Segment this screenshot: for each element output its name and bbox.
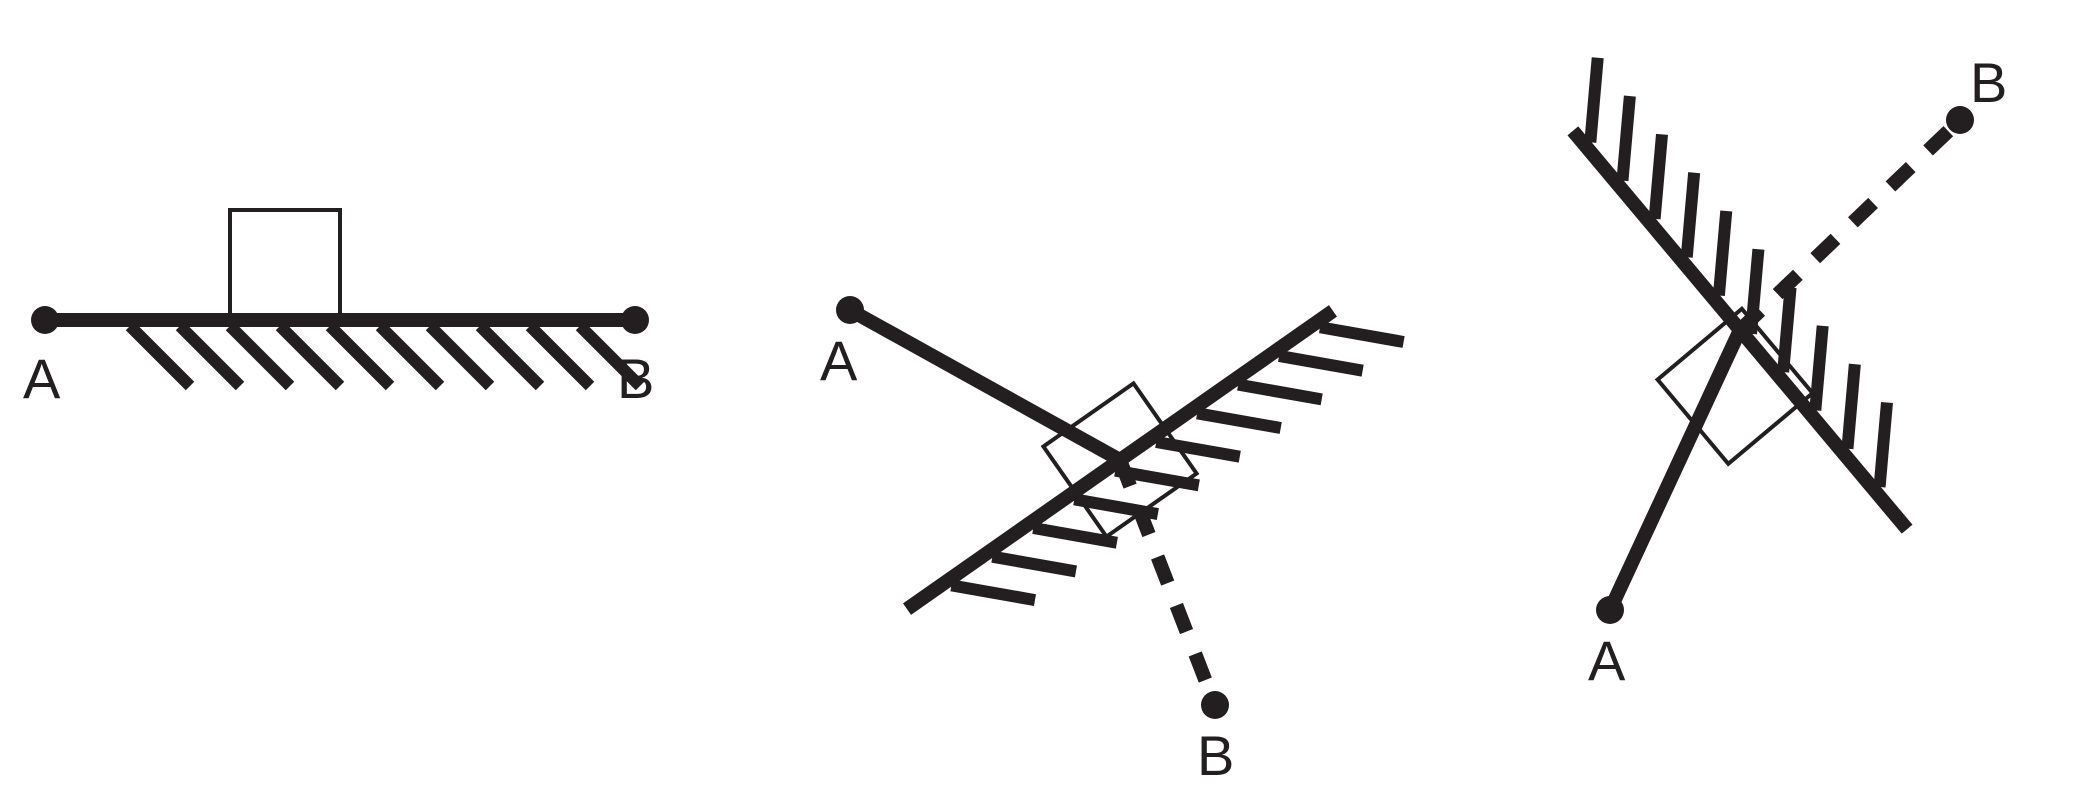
point-a-point: [31, 306, 59, 334]
image-ray: [1740, 120, 1960, 330]
incident-ray: [850, 310, 1120, 460]
point-b-point: [621, 306, 649, 334]
point-a-label: A: [23, 347, 61, 410]
mirror: [907, 288, 1404, 663]
point-a-point: [836, 296, 864, 324]
point-a-point: [1596, 596, 1624, 624]
point-b-label: B: [1970, 51, 2007, 114]
right-angle-square: [230, 210, 340, 320]
point-a-label: A: [1588, 629, 1626, 692]
point-b-label: B: [617, 347, 654, 410]
incident-ray: [1610, 330, 1740, 610]
mirror-line: [1573, 131, 1907, 529]
mirror-line: [907, 311, 1333, 609]
diagram-d1: [45, 210, 635, 320]
mirror: [1547, 58, 1958, 529]
point-b-label: B: [1197, 724, 1234, 787]
mirror: [80, 320, 640, 386]
point-a-label: A: [820, 329, 858, 392]
square-outline: [230, 210, 340, 320]
point-b-point: [1201, 691, 1229, 719]
image-ray: [1120, 460, 1215, 705]
diagram-d2: [850, 310, 1215, 705]
